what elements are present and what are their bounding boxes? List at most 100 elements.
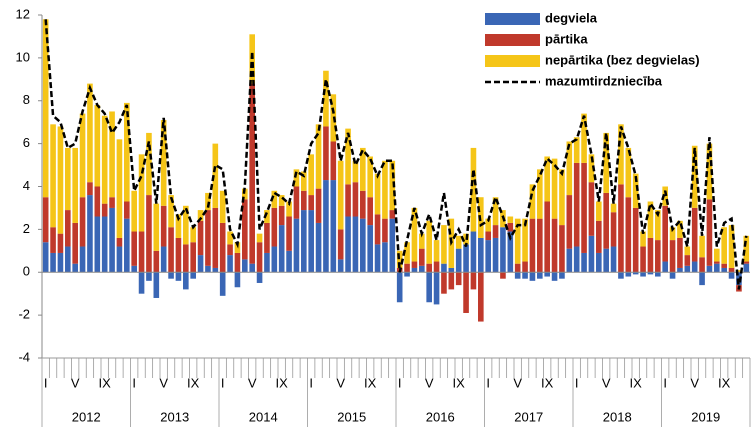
bar <box>315 222 322 273</box>
y-tick-label: 12 <box>16 6 30 21</box>
bar <box>478 272 484 322</box>
bar <box>691 261 698 273</box>
bar <box>426 272 432 303</box>
x-tick-label: IX <box>453 375 466 390</box>
bar <box>293 218 300 273</box>
bar <box>640 231 646 247</box>
bar <box>72 222 78 264</box>
bar <box>448 272 455 290</box>
bar <box>632 272 639 275</box>
bar <box>610 246 617 273</box>
bar <box>57 233 64 253</box>
legend-label: nepārtika (bez degvielas) <box>545 52 700 67</box>
bar <box>360 218 366 273</box>
bar <box>94 216 101 273</box>
bar <box>714 248 720 262</box>
bar <box>566 141 573 196</box>
bar <box>124 201 130 219</box>
bar <box>441 263 447 273</box>
bar <box>632 207 639 273</box>
bar <box>419 233 425 249</box>
bar <box>581 252 587 273</box>
bar <box>256 272 263 283</box>
bar <box>337 160 344 230</box>
x-tick-label: I <box>486 375 490 390</box>
bar <box>492 225 499 238</box>
bar <box>426 263 432 273</box>
y-tick-label: 4 <box>23 178 30 193</box>
bar <box>500 272 506 279</box>
bar <box>65 210 71 247</box>
bar <box>529 272 536 281</box>
bar <box>153 203 160 251</box>
bar <box>42 197 49 243</box>
bar <box>389 160 396 211</box>
bar <box>433 272 440 305</box>
bar <box>330 141 337 181</box>
bar <box>352 216 359 273</box>
bar <box>382 160 388 219</box>
bar <box>655 240 661 273</box>
bar <box>389 218 396 273</box>
bar <box>706 199 713 266</box>
bar <box>537 218 543 273</box>
bar <box>271 190 278 208</box>
bar <box>470 147 477 232</box>
bar <box>684 265 691 273</box>
x-tick-label: IX <box>187 375 200 390</box>
bar <box>160 205 167 247</box>
bar <box>662 205 668 262</box>
bar <box>271 207 278 247</box>
bar <box>721 267 727 273</box>
bar <box>433 240 440 262</box>
bar <box>345 184 351 217</box>
bar <box>640 272 646 277</box>
bar <box>87 83 93 183</box>
bar <box>249 263 255 273</box>
bar <box>389 210 396 219</box>
bar <box>721 263 727 268</box>
bar <box>323 70 329 127</box>
bar <box>714 261 720 264</box>
bar <box>301 171 307 191</box>
year-label: 2019 <box>691 409 720 424</box>
bar <box>374 173 381 215</box>
bar <box>227 255 233 273</box>
bar <box>323 180 329 273</box>
y-tick-label: -2 <box>18 307 30 322</box>
bar <box>42 19 49 198</box>
bar <box>603 192 609 249</box>
bar <box>183 272 189 290</box>
bar <box>153 250 160 273</box>
bar <box>566 248 573 273</box>
bar <box>411 261 418 268</box>
bar <box>337 229 344 260</box>
bar <box>551 218 558 273</box>
bar <box>382 218 388 243</box>
x-tick-label: IX <box>630 375 643 390</box>
bar <box>596 252 602 273</box>
bar <box>101 216 108 273</box>
bar <box>256 233 263 243</box>
y-tick-label: 0 <box>23 264 30 279</box>
bar <box>308 195 314 211</box>
bar <box>485 231 491 241</box>
bar <box>278 195 285 206</box>
year-label: 2016 <box>426 409 455 424</box>
bar <box>256 242 263 273</box>
bar <box>699 257 705 273</box>
bar <box>65 246 71 273</box>
bar <box>669 240 676 273</box>
x-tick-label: IX <box>364 375 377 390</box>
bar <box>596 220 602 253</box>
bar <box>728 272 735 279</box>
bar <box>116 139 123 238</box>
bar <box>706 143 713 200</box>
bar <box>360 147 366 191</box>
bar <box>94 105 101 187</box>
bar <box>79 246 86 273</box>
bar <box>205 210 211 266</box>
bar <box>684 246 691 256</box>
x-tick-label: V <box>690 375 699 390</box>
